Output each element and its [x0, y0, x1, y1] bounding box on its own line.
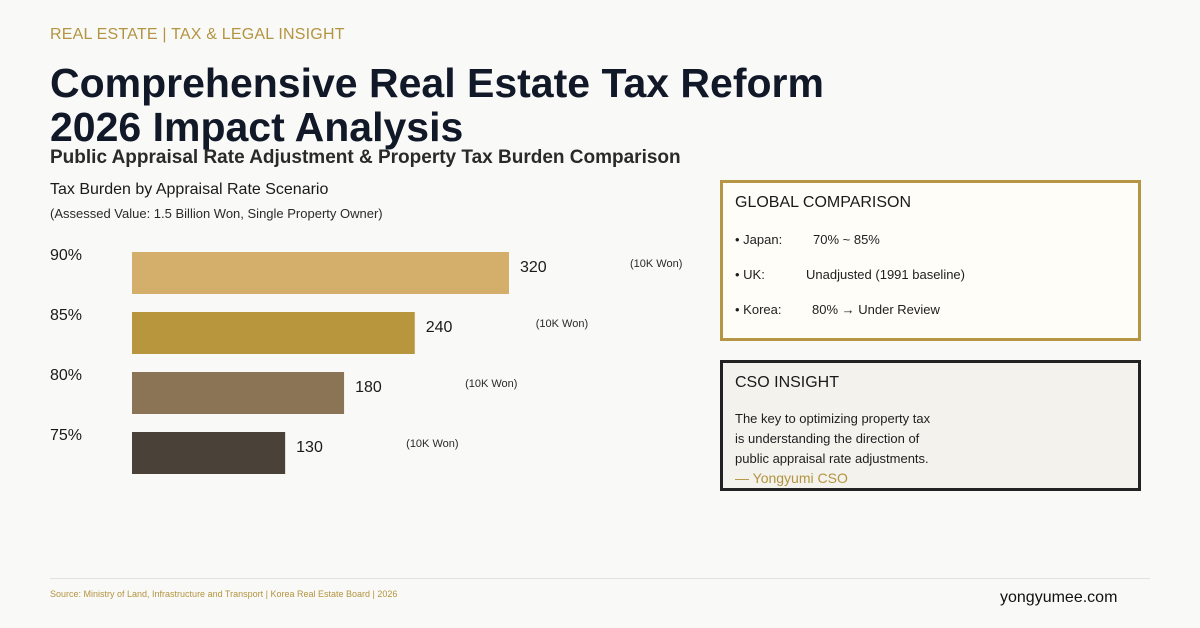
site-link[interactable]: yongyumee.com	[1000, 589, 1118, 606]
comparison-row-japan: • Japan: 70% ~ 85%	[735, 232, 880, 247]
value-label: 130	[296, 439, 323, 456]
comparison-value: 80% → Under Review	[812, 302, 940, 317]
category-label: 90%	[50, 247, 82, 264]
unit-label: (10K Won)	[406, 438, 458, 450]
value-label: 320	[520, 259, 547, 276]
bar-90pct	[132, 252, 509, 294]
quote-line-2: is understanding the direction of	[735, 431, 920, 446]
comparison-row-korea: • Korea: 80% → Under Review	[735, 302, 940, 317]
comparison-country: • Japan:	[735, 232, 783, 247]
page-title: Comprehensive Real Estate Tax Reform 202…	[50, 61, 824, 149]
footer-divider	[50, 578, 1150, 579]
category-label: 85%	[50, 307, 82, 324]
kicker-label: REAL ESTATE | TAX & LEGAL INSIGHT	[50, 26, 345, 43]
cso-insight-card: CSO INSIGHT The key to optimizing proper…	[720, 360, 1141, 491]
chart-subtitle: (Assessed Value: 1.5 Billion Won, Single…	[50, 206, 383, 221]
bar-chart: 90% 320 (10K Won) 85% 240 (10K Won) 80% 180 (10K…	[50, 247, 682, 474]
global-comparison-card: GLOBAL COMPARISON • Japan: 70% ~ 85% • U…	[720, 180, 1141, 341]
value-label: 240	[426, 319, 453, 336]
comparison-country: • Korea:	[735, 302, 782, 317]
page-subtitle: Public Appraisal Rate Adjustment & Prope…	[50, 147, 681, 168]
chart-title: Tax Burden by Appraisal Rate Scenario	[50, 181, 329, 198]
unit-label: (10K Won)	[465, 378, 517, 390]
bar-85pct	[132, 312, 415, 354]
title-line-1: Comprehensive Real Estate Tax Reform	[50, 60, 824, 106]
unit-label: (10K Won)	[630, 258, 682, 270]
value-label: 180	[355, 379, 382, 396]
comparison-value: 70% ~ 85%	[813, 232, 880, 247]
insight-author: — Yongyumi CSO	[735, 470, 848, 486]
bar-80pct	[132, 372, 345, 414]
comparison-country: • UK:	[735, 267, 765, 282]
bar-75pct	[132, 432, 286, 474]
global-comparison-title: GLOBAL COMPARISON	[735, 194, 912, 211]
unit-label: (10K Won)	[536, 318, 588, 330]
category-label: 75%	[50, 427, 82, 444]
title-line-2: 2026 Impact Analysis	[50, 104, 464, 150]
cso-insight-title: CSO INSIGHT	[735, 374, 840, 391]
quote-line-1: The key to optimizing property tax	[735, 411, 931, 426]
category-label: 80%	[50, 367, 82, 384]
comparison-value: Unadjusted (1991 baseline)	[806, 267, 965, 282]
source-note: Source: Ministry of Land, Infrastructure…	[50, 589, 398, 599]
insight-quote: The key to optimizing property tax is un…	[735, 409, 930, 469]
quote-line-3: public appraisal rate adjustments.	[735, 451, 929, 466]
comparison-row-uk: • UK: Unadjusted (1991 baseline)	[735, 267, 965, 282]
